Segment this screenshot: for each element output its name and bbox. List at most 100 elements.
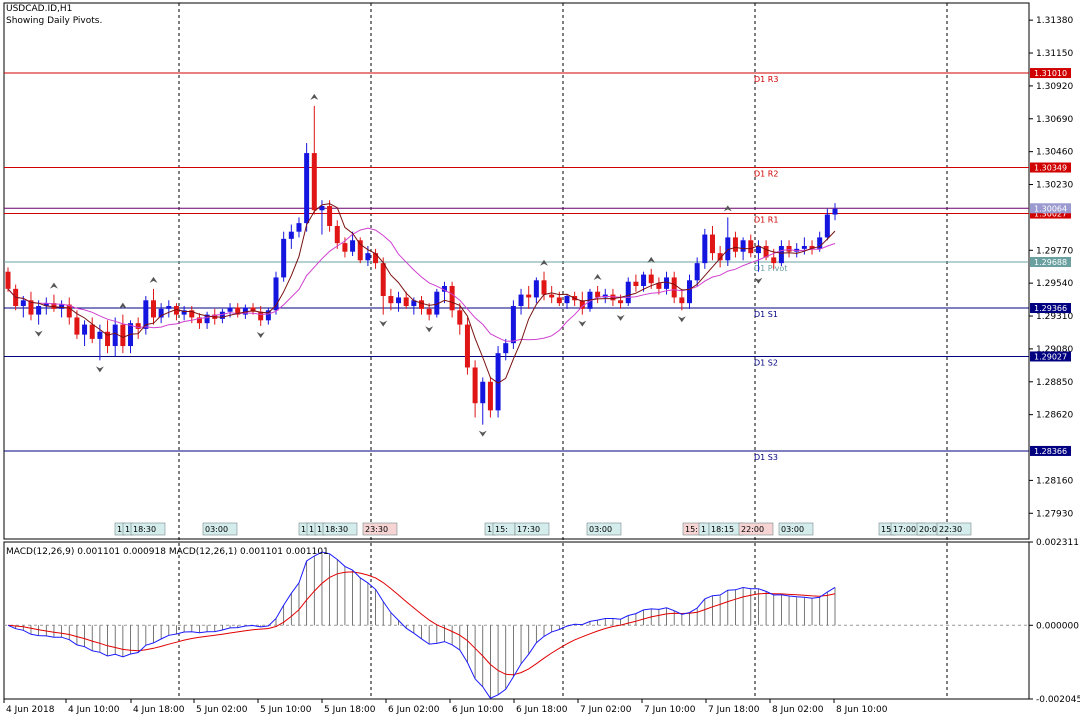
candle-body <box>273 277 279 311</box>
price-tick-label: 1.29770 <box>1036 246 1073 256</box>
candle-body <box>227 307 233 312</box>
candle-body <box>732 237 738 252</box>
candle-body <box>625 281 631 304</box>
pivot-price-tag-text: 1.29688 <box>1034 258 1067 267</box>
candle-body <box>66 304 72 318</box>
session-label: 1 <box>317 525 322 534</box>
candle-body <box>304 153 310 224</box>
candle-body <box>365 253 371 261</box>
price-tick-label: 1.30230 <box>1036 181 1073 191</box>
session-label: 23:30 <box>365 525 388 534</box>
macd-tick-label: -0.002045 <box>1036 695 1080 705</box>
candle-body <box>288 231 294 239</box>
session-label: 15 <box>881 525 891 534</box>
candle-body <box>373 253 379 264</box>
candle-body <box>641 274 647 287</box>
session-label: 22:00 <box>741 525 764 534</box>
candle-body <box>5 271 11 289</box>
price-tick-label: 1.29540 <box>1036 279 1073 289</box>
candle-body <box>740 240 746 252</box>
pivot-label: D1 R1 <box>754 216 778 225</box>
candle-body <box>441 286 447 292</box>
candle-body <box>89 324 95 339</box>
candle-body <box>449 286 455 311</box>
candle-body <box>457 310 463 325</box>
candle-body <box>166 306 172 309</box>
candle-body <box>20 300 26 307</box>
fractal-down-arrow <box>616 314 625 321</box>
candle-body <box>97 331 103 339</box>
session-label-box <box>514 522 550 536</box>
pivot-price-tag <box>1030 256 1071 267</box>
candle-body <box>82 324 88 335</box>
candle-body <box>618 300 624 304</box>
candle-body <box>556 297 562 304</box>
candle-body <box>656 283 662 289</box>
pivot-price-tag-text: 1.29366 <box>1034 304 1067 313</box>
macd-pane-frame <box>3 541 1030 700</box>
chart-title: USDCAD.ID,H1 <box>6 4 73 14</box>
candle-body <box>487 381 493 411</box>
session-label: 03:00 <box>781 525 804 534</box>
pivot-label: D1 S1 <box>754 310 778 319</box>
price-tick-label: 1.31380 <box>1036 16 1073 26</box>
current-price-tag-text: 1.30064 <box>1034 204 1067 213</box>
session-label: 18:30 <box>325 525 348 534</box>
fractal-down-arrow <box>478 430 487 437</box>
candle-body <box>755 245 761 254</box>
candle-body <box>296 223 302 232</box>
pivot-price-tag-text: 1.28366 <box>1034 447 1067 456</box>
candle-body <box>150 300 156 318</box>
pivot-price-tag <box>1030 162 1071 173</box>
candle-body <box>579 300 585 309</box>
session-label-box <box>202 522 238 536</box>
price-tick-label: 1.30460 <box>1036 148 1073 158</box>
session-label: 1 <box>301 525 306 534</box>
fractal-down-arrow <box>256 332 265 339</box>
candle-body <box>771 257 777 264</box>
session-label: 20:0 <box>919 525 937 534</box>
fractal-down-arrow <box>578 320 587 327</box>
fractal-up-arrow <box>310 93 319 100</box>
candle-body <box>526 294 532 298</box>
candle-body <box>357 240 363 261</box>
session-label-box <box>936 522 972 536</box>
session-label: 17:00 <box>893 525 916 534</box>
candle-body <box>105 331 111 347</box>
macd-main-line <box>7 551 836 699</box>
fractal-down-arrow <box>34 330 43 337</box>
price-tick-label: 1.28850 <box>1036 378 1073 388</box>
candle-body <box>319 205 325 211</box>
candle-body <box>36 306 42 315</box>
pivot-price-tag-text: 1.30349 <box>1034 164 1067 173</box>
candle-body <box>564 296 570 304</box>
current-price-tag <box>1030 203 1071 214</box>
candle-body <box>143 300 149 329</box>
price-tick-label: 1.27930 <box>1036 509 1073 519</box>
candle-body <box>396 297 402 304</box>
session-label: 15: <box>495 525 508 534</box>
session-label-box <box>362 522 398 536</box>
candle-body <box>281 238 287 278</box>
candle-body <box>832 208 838 215</box>
candle-body <box>541 280 547 295</box>
session-label-box <box>586 522 622 536</box>
fractal-down-arrow <box>379 320 388 327</box>
session-label: 1 <box>701 525 706 534</box>
candle-body <box>388 296 394 304</box>
price-pane-frame <box>3 2 1030 540</box>
time-tick-label: 4 Jun 2018 <box>6 705 55 715</box>
session-label: 03:00 <box>589 525 612 534</box>
candle-body <box>173 306 179 315</box>
candle-body <box>51 303 57 309</box>
candle-body <box>809 245 815 249</box>
time-tick-label: 8 Jun 10:00 <box>836 705 888 715</box>
pivot-price-tag-text: 1.30027 <box>1034 210 1067 219</box>
session-label: 17:30 <box>517 525 540 534</box>
fractal-up-arrow <box>647 256 656 263</box>
price-tick-label: 1.29310 <box>1036 312 1073 322</box>
candle-body <box>380 263 386 297</box>
session-label: 15: <box>685 525 698 534</box>
candle-body <box>549 294 555 298</box>
